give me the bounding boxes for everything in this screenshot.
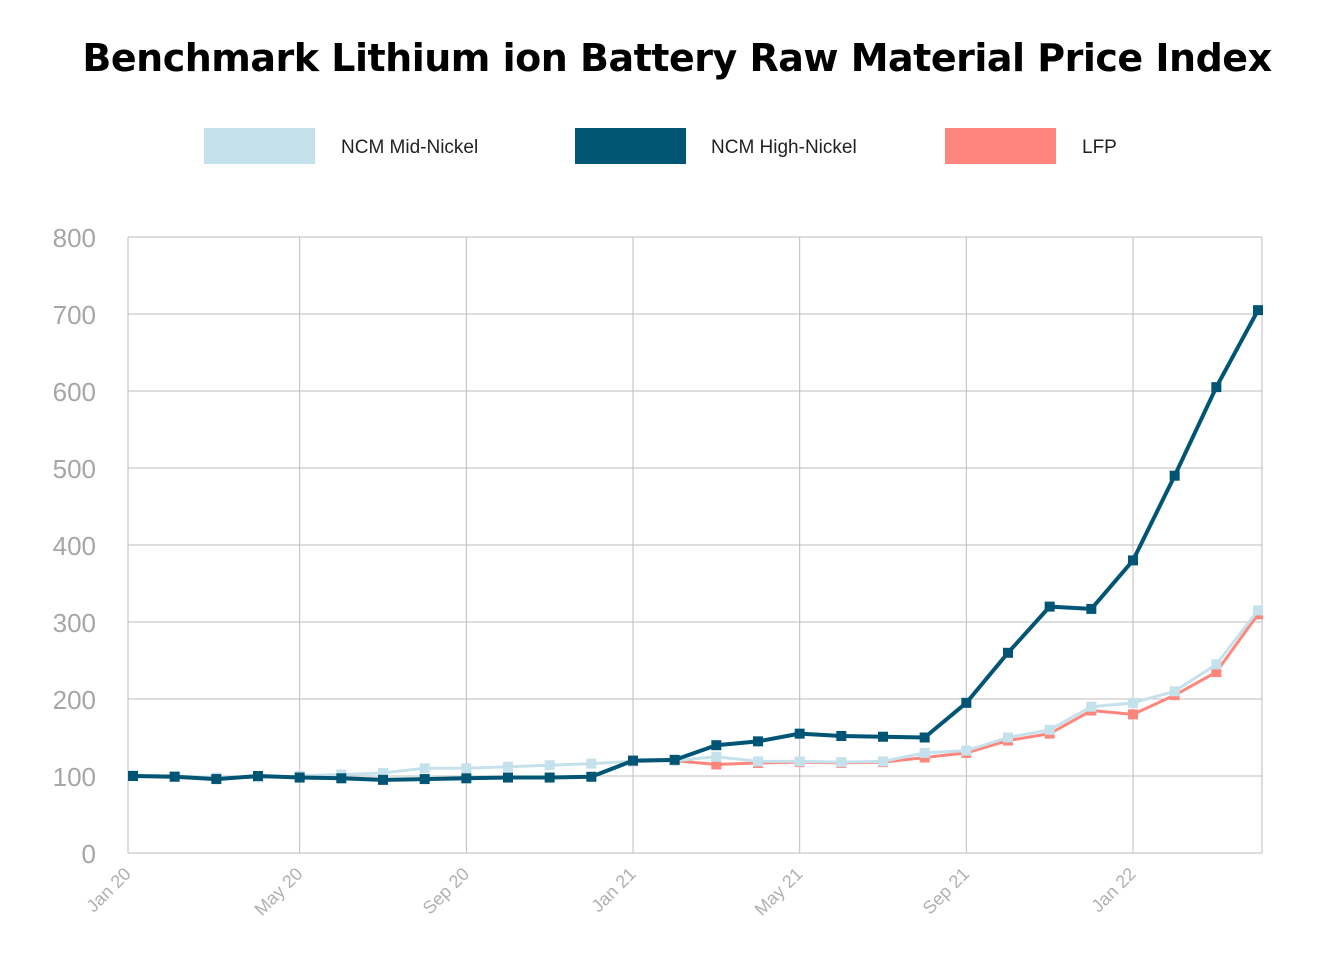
data-point-ncm-mid-nickel [1086, 701, 1097, 712]
data-point-ncm-high-nickel [1169, 470, 1180, 481]
data-point-ncm-mid-nickel [1003, 732, 1013, 743]
data-point-ncm-high-nickel [628, 755, 638, 766]
data-point-ncm-high-nickel [1003, 647, 1013, 658]
data-point-ncm-high-nickel [1086, 603, 1097, 614]
data-point-ncm-high-nickel [669, 754, 680, 765]
data-point-ncm-high-nickel [211, 774, 222, 785]
data-point-ncm-mid-nickel [544, 760, 555, 771]
chart-title: Benchmark Lithium ion Battery Raw Materi… [82, 36, 1272, 80]
data-point-ncm-high-nickel [128, 771, 138, 781]
data-point-ncm-mid-nickel [419, 763, 430, 774]
y-tick-label: 200 [53, 685, 96, 715]
data-point-ncm-mid-nickel [1044, 724, 1055, 735]
y-tick-label: 0 [82, 839, 96, 869]
legend-label: NCM High-Nickel [711, 137, 857, 158]
data-point-ncm-high-nickel [794, 728, 805, 739]
x-tick-label: Jan 22 [1087, 864, 1139, 916]
data-point-ncm-high-nickel [836, 730, 847, 741]
legend-label: LFP [1082, 137, 1117, 158]
x-tick-label: Jan 20 [82, 864, 134, 916]
data-point-ncm-mid-nickel [1169, 686, 1180, 697]
x-tick-label: Jan 21 [587, 864, 639, 916]
data-point-ncm-mid-nickel [878, 756, 888, 767]
data-point-ncm-mid-nickel [1211, 659, 1222, 670]
data-point-ncm-high-nickel [253, 771, 263, 781]
series-line-ncm-high-nickel [132, 309, 1260, 782]
x-tick-label: May 21 [751, 864, 807, 920]
data-point-ncm-high-nickel [919, 732, 930, 743]
data-point-lfp [1211, 667, 1222, 678]
data-point-ncm-mid-nickel [461, 763, 472, 774]
data-point-ncm-high-nickel [1253, 305, 1263, 316]
y-tick-label: 300 [53, 608, 96, 638]
data-point-ncm-high-nickel [544, 772, 555, 783]
data-point-ncm-high-nickel [461, 773, 472, 784]
x-tick-label: May 20 [251, 864, 307, 920]
data-point-ncm-mid-nickel [711, 751, 722, 762]
data-point-ncm-mid-nickel [378, 767, 388, 778]
y-tick-label: 800 [53, 223, 96, 253]
data-point-ncm-high-nickel [1044, 601, 1055, 612]
data-point-ncm-high-nickel [961, 697, 972, 708]
data-point-ncm-mid-nickel [919, 747, 930, 758]
data-point-ncm-mid-nickel [1253, 605, 1263, 616]
data-point-ncm-high-nickel [169, 771, 180, 782]
data-point-ncm-high-nickel [503, 772, 513, 783]
x-tick-label: Sep 21 [919, 864, 973, 918]
series-line-lfp [632, 613, 1260, 766]
data-point-ncm-mid-nickel [586, 758, 597, 769]
data-point-ncm-high-nickel [711, 740, 722, 751]
data-point-lfp [1128, 709, 1138, 720]
data-point-lfp [711, 759, 722, 770]
legend-swatch [204, 128, 315, 164]
series-line-ncm-mid-nickel [132, 609, 1260, 780]
legend-swatch [575, 128, 686, 164]
data-point-ncm-mid-nickel [794, 756, 805, 767]
data-point-ncm-high-nickel [294, 772, 305, 783]
legend-label: NCM Mid-Nickel [341, 137, 478, 158]
data-point-ncm-mid-nickel [1128, 697, 1138, 708]
data-point-ncm-high-nickel [419, 774, 430, 785]
data-point-ncm-high-nickel [378, 774, 388, 785]
data-point-ncm-mid-nickel [836, 757, 847, 768]
data-point-ncm-high-nickel [1128, 555, 1138, 566]
data-point-ncm-high-nickel [878, 731, 888, 742]
data-point-ncm-high-nickel [336, 773, 347, 784]
y-tick-label: 500 [53, 454, 96, 484]
y-tick-label: 100 [53, 762, 96, 792]
data-point-ncm-mid-nickel [503, 761, 513, 772]
data-point-ncm-mid-nickel [961, 745, 972, 756]
data-point-ncm-high-nickel [1211, 382, 1222, 393]
data-point-ncm-high-nickel [586, 771, 597, 782]
y-tick-label: 600 [53, 377, 96, 407]
y-tick-label: 700 [53, 300, 96, 330]
y-tick-label: 400 [53, 531, 96, 561]
data-point-ncm-mid-nickel [753, 756, 763, 767]
x-tick-label: Sep 20 [419, 864, 473, 918]
data-point-ncm-high-nickel [753, 736, 763, 747]
legend-swatch [945, 128, 1056, 164]
